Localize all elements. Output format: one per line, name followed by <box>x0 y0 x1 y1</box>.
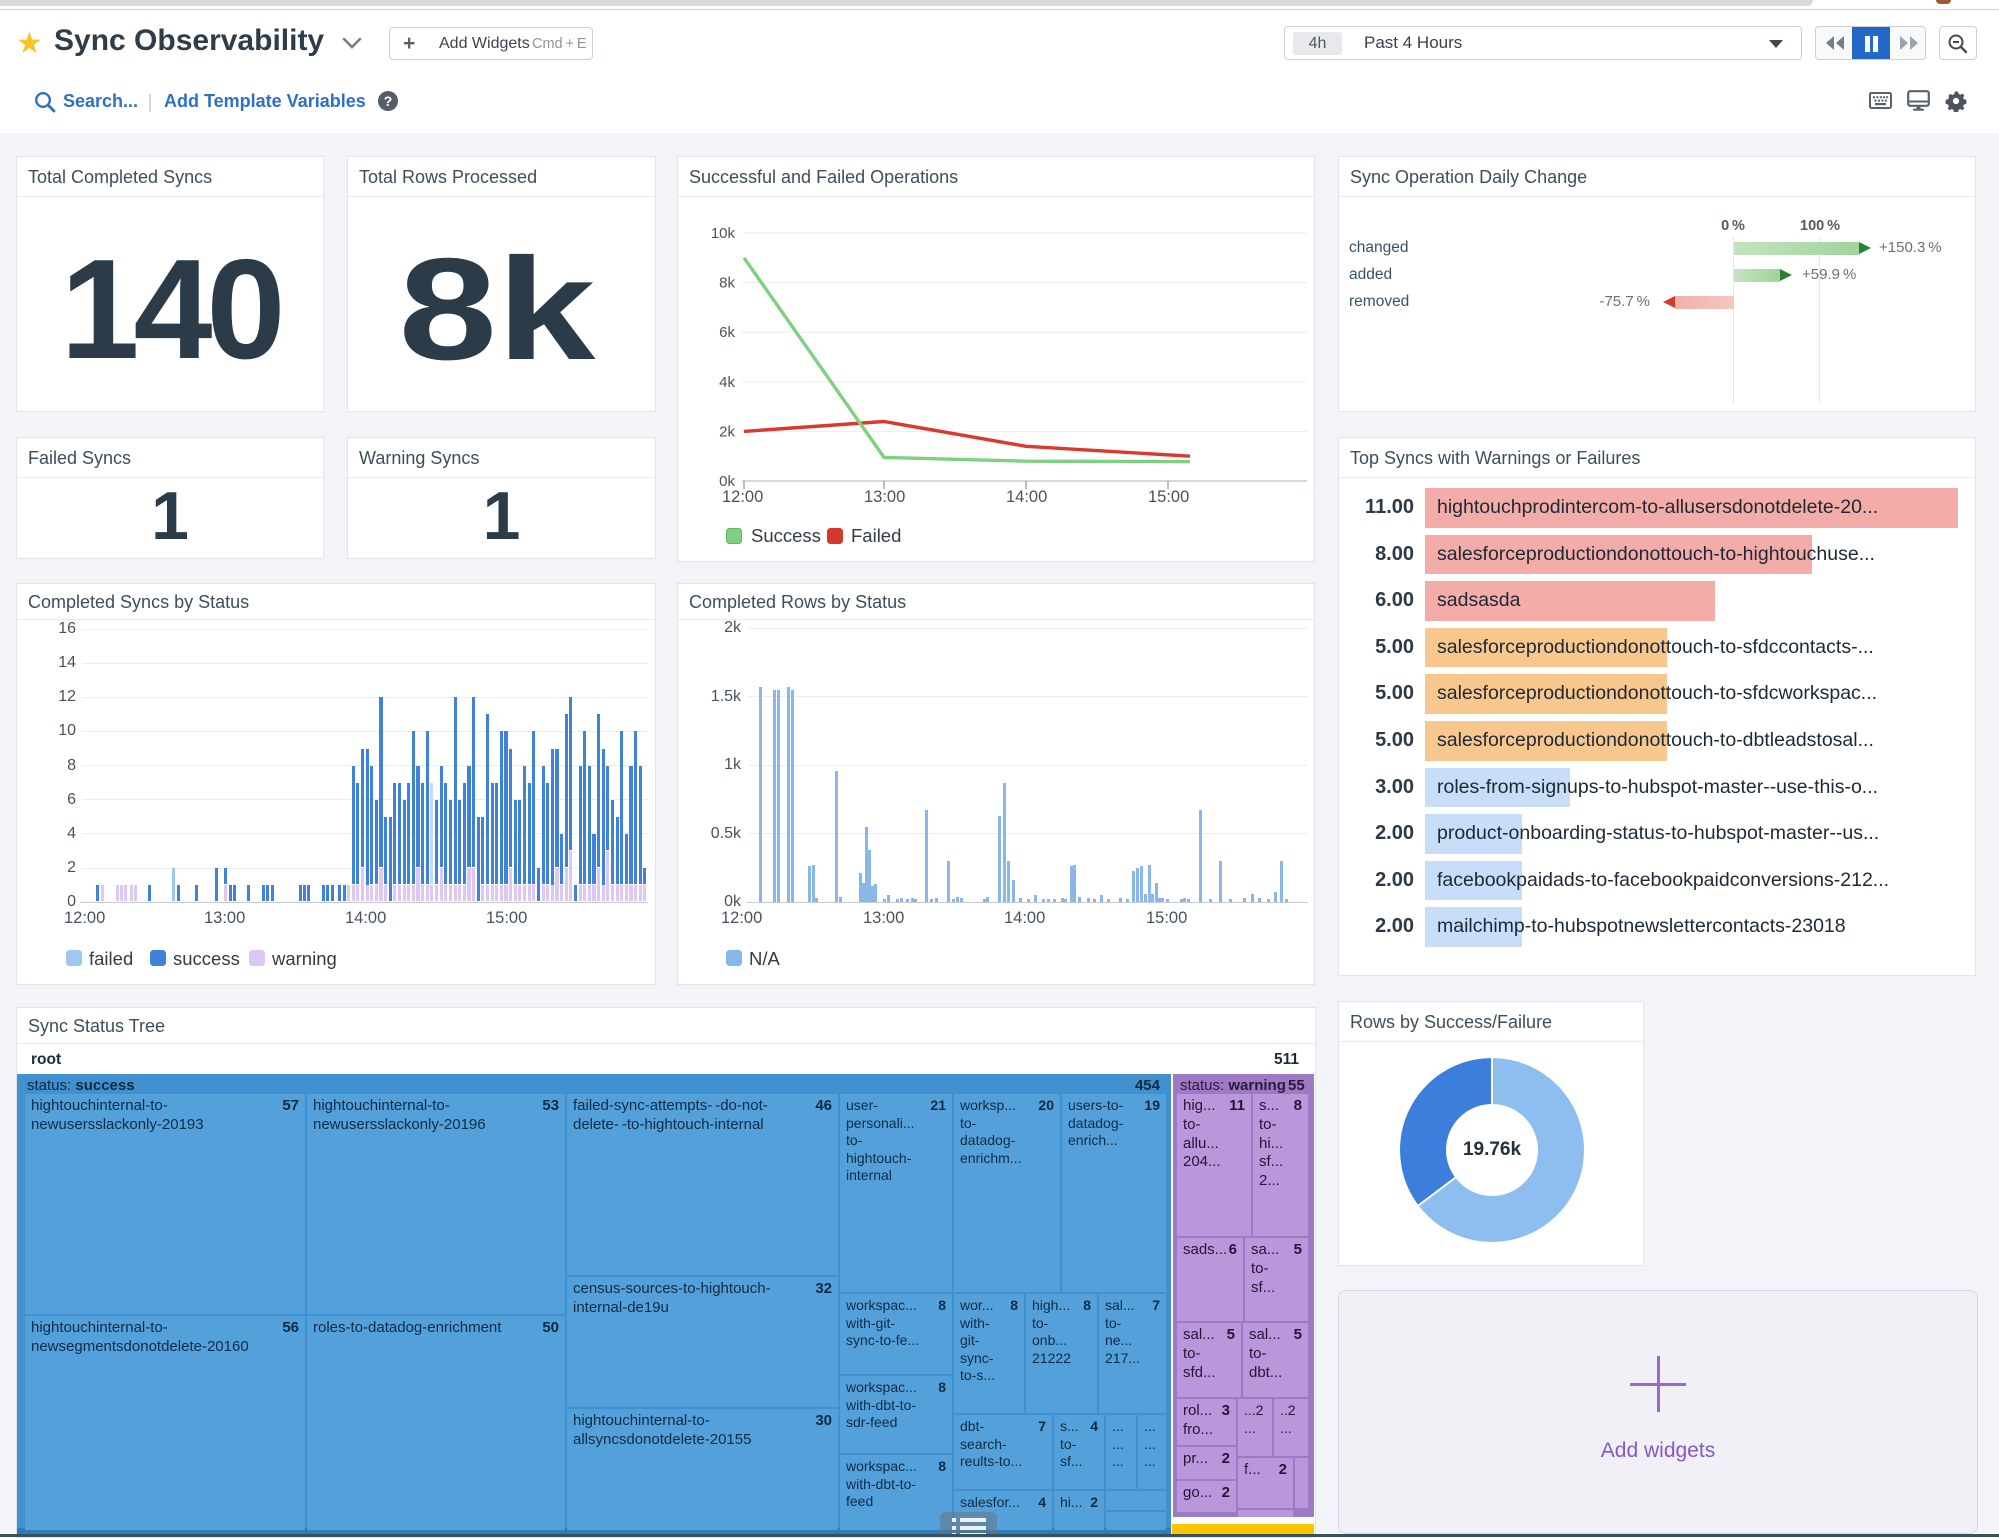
svg-text:8k: 8k <box>719 275 735 292</box>
svg-text:10k: 10k <box>711 225 736 242</box>
svg-text:4k: 4k <box>719 374 735 391</box>
svg-text:2k: 2k <box>719 423 735 440</box>
svg-text:0k: 0k <box>719 473 735 490</box>
svg-text:6k: 6k <box>719 324 735 341</box>
